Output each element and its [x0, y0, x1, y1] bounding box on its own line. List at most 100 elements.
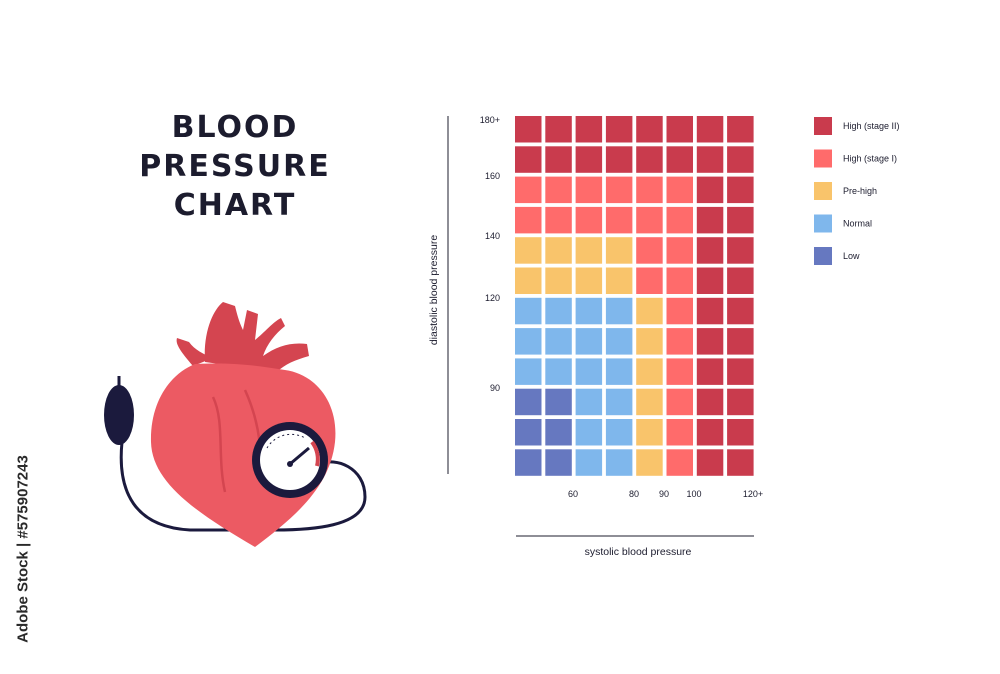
heatmap-cell-high2 [575, 116, 603, 143]
heatmap-cell-high2 [605, 116, 633, 143]
heatmap-cell-low [515, 419, 542, 446]
legend-label-normal: Normal [843, 219, 872, 229]
heatmap-cell-normal [575, 297, 603, 325]
heatmap-cell-prehigh [636, 449, 663, 476]
heatmap-cell-normal [545, 297, 572, 325]
heatmap-cell-high1 [605, 206, 633, 234]
heatmap-cell-normal [575, 388, 603, 416]
legend-label-high2: High (stage II) [843, 121, 900, 131]
heatmap-cell-high1 [666, 449, 693, 476]
watermark: Adobe Stock | #575907243 [12, 436, 34, 661]
heatmap-cell-high1 [636, 176, 663, 204]
heatmap-cell-prehigh [515, 267, 542, 294]
heatmap-cell-prehigh [545, 237, 572, 264]
heatmap-cell-high2 [636, 146, 663, 173]
heatmap-cell-high1 [666, 297, 693, 325]
title-line-2: PRESSURE [139, 149, 331, 184]
heatmap-cell-prehigh [575, 237, 603, 264]
heatmap-cell-prehigh [605, 237, 633, 264]
heatmap-cell-high2 [727, 116, 754, 143]
heatmap-cell-high2 [696, 449, 724, 476]
legend-swatch-high2 [814, 117, 832, 135]
heatmap-cell-prehigh [545, 267, 572, 294]
heatmap-cell-high2 [545, 116, 572, 143]
legend-swatch-high1 [814, 149, 832, 168]
heatmap-cell-normal [575, 419, 603, 446]
heatmap-cell-normal [545, 328, 572, 355]
heatmap-cell-high2 [696, 328, 724, 355]
heatmap-cell-high2 [696, 237, 724, 264]
heatmap-cell-high2 [696, 297, 724, 325]
y-axis-label: diastolic blood pressure [428, 235, 440, 345]
heatmap-cell-normal [605, 388, 633, 416]
heatmap-cell-high1 [636, 267, 663, 294]
heatmap-cell-high1 [666, 419, 693, 446]
x-tick-label: 120+ [743, 489, 763, 499]
pump-bulb-icon [104, 385, 134, 445]
heatmap-cell-prehigh [636, 388, 663, 416]
heatmap-cell-high2 [696, 206, 724, 234]
heatmap-cell-high1 [575, 176, 603, 204]
chart-title: BLOOD PRESSURE CHART [120, 108, 350, 225]
legend-swatch-low [814, 247, 832, 265]
heatmap-cell-normal [575, 449, 603, 476]
y-tick-label: 180+ [480, 115, 500, 125]
title-line-3: CHART [173, 188, 297, 223]
heatmap-cell-high2 [636, 116, 663, 143]
heatmap-cell-high2 [696, 146, 724, 173]
heatmap-cell-high2 [515, 146, 542, 173]
heatmap-cell-normal [575, 328, 603, 355]
heatmap-cell-prehigh [636, 328, 663, 355]
heart-vessels [204, 302, 309, 372]
heatmap-cell-high2 [696, 116, 724, 143]
legend-label-high1: High (stage I) [843, 154, 897, 164]
heatmap-cell-prehigh [575, 267, 603, 294]
heatmap-cell-low [545, 449, 572, 476]
heatmap-cell-high2 [696, 388, 724, 416]
cuff-tube [119, 441, 367, 532]
heatmap-cell-high2 [696, 358, 724, 385]
heatmap-cell-normal [545, 358, 572, 385]
heatmap-cell-normal [605, 297, 633, 325]
heatmap-cell-high2 [727, 146, 754, 173]
y-tick-label: 140 [485, 231, 500, 241]
heatmap-cell-high1 [605, 176, 633, 204]
heatmap-cell-prehigh [636, 419, 663, 446]
legend: High (stage II) High (stage I) Pre-high Nor… [814, 117, 900, 265]
heatmap-cell-low [545, 388, 572, 416]
heatmap-cell-high2 [727, 328, 754, 355]
heatmap-cell-normal [605, 419, 633, 446]
heatmap-cell-normal [605, 328, 633, 355]
x-tick-label: 90 [659, 489, 669, 499]
heatmap-cell-high2 [727, 449, 754, 476]
heatmap-cell-high1 [666, 176, 693, 204]
heatmap-cell-normal [605, 358, 633, 385]
heart-icon [150, 363, 336, 547]
heatmap-cell-high2 [545, 146, 572, 173]
heatmap-cell-high1 [666, 358, 693, 385]
legend-swatch-prehigh [814, 182, 832, 200]
heatmap-cell-high1 [666, 328, 693, 355]
legend-swatch-normal [814, 214, 832, 233]
heatmap-cell-high2 [727, 419, 754, 446]
heatmap-cell-high2 [727, 237, 754, 264]
heatmap-cell-high2 [696, 419, 724, 446]
heatmap-cell-low [545, 419, 572, 446]
heatmap-cell-high1 [545, 206, 572, 234]
heatmap-cell-high2 [515, 116, 542, 143]
heatmap-cell-high2 [666, 146, 693, 173]
heatmap-cell-normal [515, 328, 542, 355]
heatmap-cell-low [515, 449, 542, 476]
heatmap-cell-normal [515, 297, 542, 325]
x-tick-label: 100 [686, 489, 701, 499]
x-tick-label: 80 [629, 489, 639, 499]
watermark-text: Adobe Stock | #575907243 [14, 454, 32, 643]
x-axis-label: systolic blood pressure [585, 546, 692, 558]
heatmap-cell-high2 [727, 297, 754, 325]
heatmap-cell-high1 [515, 176, 542, 204]
heart-blood-pressure-illustration [104, 302, 367, 547]
heatmap-cell-high2 [575, 146, 603, 173]
heatmap-cell-high2 [666, 116, 693, 143]
heatmap-cell-high1 [666, 267, 693, 294]
